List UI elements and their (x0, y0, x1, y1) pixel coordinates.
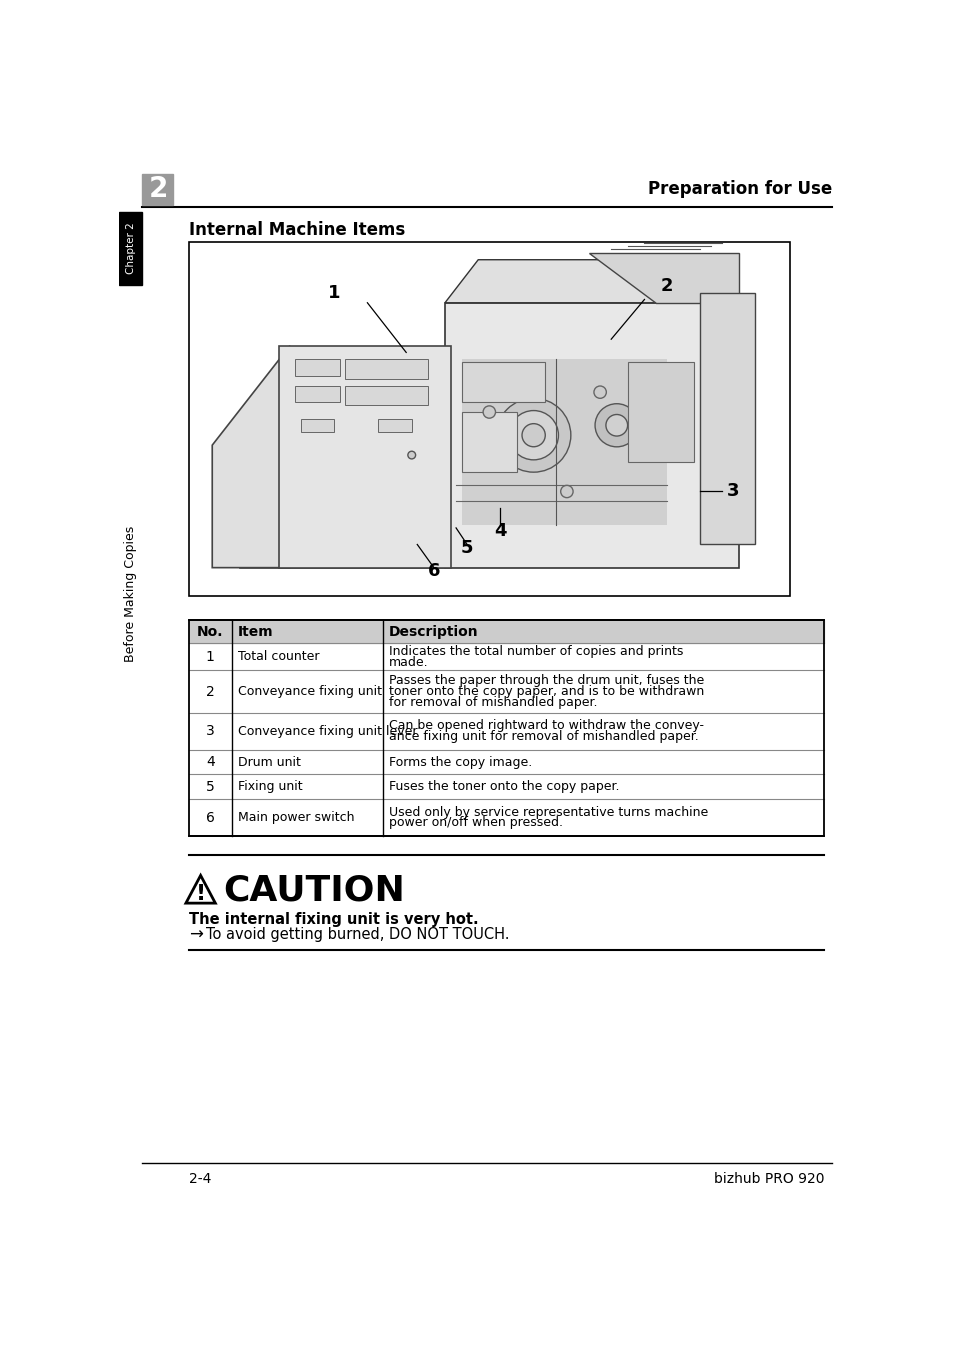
Text: 6: 6 (206, 810, 214, 825)
Bar (142, 174, 173, 204)
Text: Fuses the toner onto the copy paper.: Fuses the toner onto the copy paper. (389, 780, 618, 794)
Text: power on/off when pressed.: power on/off when pressed. (389, 817, 562, 829)
Circle shape (508, 411, 558, 460)
Text: 6: 6 (427, 562, 439, 580)
Circle shape (605, 415, 627, 437)
Text: 3: 3 (206, 725, 214, 738)
Text: 1: 1 (206, 650, 214, 664)
Bar (189, 621, 823, 836)
Circle shape (594, 387, 606, 399)
Polygon shape (186, 875, 215, 903)
Text: Main power switch: Main power switch (237, 811, 354, 823)
Text: bizhub PRO 920: bizhub PRO 920 (713, 1172, 823, 1186)
Text: 2-4: 2-4 (189, 1172, 212, 1186)
Text: Total counter: Total counter (237, 650, 319, 664)
Text: Fixing unit: Fixing unit (237, 780, 302, 794)
Text: 2: 2 (148, 176, 168, 203)
Circle shape (482, 406, 495, 418)
Bar (119, 212, 142, 285)
Polygon shape (588, 253, 738, 303)
Bar (295, 360, 339, 376)
Text: Can be opened rightward to withdraw the convey-: Can be opened rightward to withdraw the … (389, 719, 703, 733)
Text: The internal fixing unit is very hot.: The internal fixing unit is very hot. (189, 911, 478, 926)
Bar (189, 242, 789, 596)
Text: 4: 4 (206, 754, 214, 769)
Text: 2: 2 (659, 277, 672, 295)
Text: Used only by service representative turns machine: Used only by service representative turn… (389, 806, 707, 818)
Bar (345, 385, 428, 406)
Polygon shape (444, 303, 738, 568)
Bar (189, 621, 823, 644)
Text: 1: 1 (328, 284, 340, 301)
Text: Chapter 2: Chapter 2 (126, 223, 135, 274)
Text: made.: made. (389, 656, 428, 669)
Text: toner onto the copy paper, and is to be withdrawn: toner onto the copy paper, and is to be … (389, 685, 703, 698)
Text: 5: 5 (206, 780, 214, 794)
Text: Forms the copy image.: Forms the copy image. (389, 756, 532, 768)
Polygon shape (461, 360, 666, 525)
Polygon shape (212, 346, 290, 568)
Text: 2: 2 (206, 684, 214, 699)
Text: 3: 3 (726, 483, 739, 500)
Circle shape (496, 399, 570, 472)
Bar (461, 412, 517, 472)
Text: Drum unit: Drum unit (237, 756, 300, 768)
Polygon shape (240, 502, 444, 568)
Text: Passes the paper through the drum unit, fuses the: Passes the paper through the drum unit, … (389, 675, 703, 687)
Text: 4: 4 (494, 522, 506, 541)
Circle shape (521, 423, 545, 446)
Text: 5: 5 (460, 539, 473, 557)
Text: Indicates the total number of copies and prints: Indicates the total number of copies and… (389, 645, 682, 658)
Text: !: ! (195, 884, 206, 903)
Circle shape (408, 452, 416, 458)
Bar (345, 360, 428, 379)
Text: Conveyance fixing unit: Conveyance fixing unit (237, 685, 381, 698)
Text: No.: No. (197, 625, 223, 639)
Text: Preparation for Use: Preparation for Use (647, 180, 831, 199)
Text: To avoid getting burned, DO NOT TOUCH.: To avoid getting burned, DO NOT TOUCH. (206, 927, 509, 942)
Text: Conveyance fixing unit lever: Conveyance fixing unit lever (237, 725, 416, 738)
Text: Item: Item (237, 625, 274, 639)
Text: ance fixing unit for removal of mishandled paper.: ance fixing unit for removal of mishandl… (389, 730, 698, 744)
Text: for removal of mishandled paper.: for removal of mishandled paper. (389, 696, 597, 708)
Bar (461, 362, 544, 402)
Circle shape (560, 485, 573, 498)
Text: →: → (189, 926, 203, 944)
Text: Internal Machine Items: Internal Machine Items (189, 220, 405, 239)
Polygon shape (700, 293, 755, 545)
Bar (300, 419, 334, 431)
Bar (295, 385, 339, 402)
Bar (627, 362, 694, 461)
Text: Description: Description (389, 625, 478, 639)
Polygon shape (278, 346, 450, 568)
Polygon shape (444, 260, 682, 303)
Text: Before Making Copies: Before Making Copies (124, 526, 137, 661)
Circle shape (595, 404, 638, 446)
Text: CAUTION: CAUTION (223, 873, 405, 907)
Bar (378, 419, 412, 431)
